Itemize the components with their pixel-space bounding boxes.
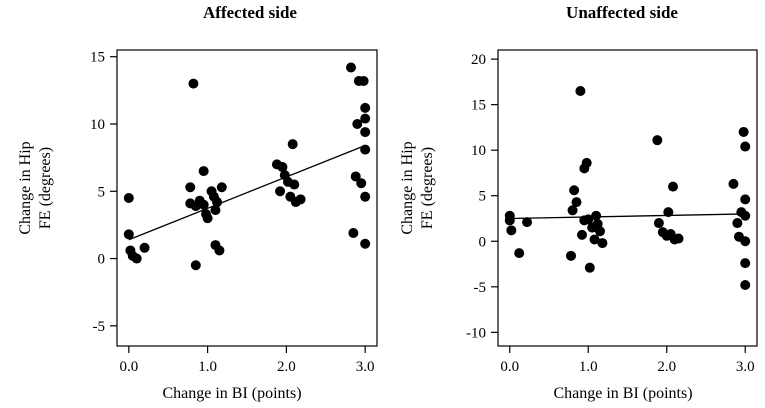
unaffected-data-point [565,250,576,261]
unaffected-plot-frame [497,49,758,347]
unaffected-xlabel: Change in BI (points) [553,385,692,402]
unaffected-data-point [728,178,739,189]
affected-ytick-label: 15 [90,50,105,66]
unaffected-data-point [668,181,679,192]
unaffected-xtick-label: 0.0 [500,359,519,375]
affected-data-point [350,171,361,182]
unaffected-data-point [506,225,517,236]
unaffected-ytick-label: -5 [474,280,487,296]
affected-data-point [360,127,371,138]
affected-xtick-label: 2.0 [277,359,296,375]
affected-xtick-label: 0.0 [119,359,138,375]
affected-ytick-label: 0 [98,252,106,268]
affected-data-point [131,253,142,264]
affected-data-point [198,166,209,177]
unaffected-data-point [740,210,751,221]
affected-data-point [210,205,221,216]
unaffected-side-panel: Unaffected side Change in Hip FE (degree… [399,3,758,402]
unaffected-data-point [732,218,743,229]
affected-data-point [214,245,225,256]
affected-data-point [123,229,134,240]
unaffected-data-point [673,233,684,244]
unaffected-data-point [514,248,525,259]
unaffected-fit-line [509,213,746,220]
affected-data-point [287,139,298,150]
unaffected-data-point [740,279,751,290]
affected-data-point [202,213,213,224]
affected-xtick-label: 1.0 [198,359,217,375]
unaffected-data-point [740,141,751,152]
unaffected-ytick-label: 5 [479,189,487,205]
unaffected-side-title: Unaffected side [566,3,678,22]
unaffected-data-point [522,217,533,228]
affected-data-point [188,78,199,89]
unaffected-ytick-label: -10 [466,325,486,341]
unaffected-ylabel-line1: Change in Hip [399,141,416,234]
unaffected-data-point [738,126,749,137]
affected-data-point [356,178,367,189]
affected-data-point [360,191,371,202]
unaffected-xtick-label: 2.0 [657,359,676,375]
affected-data-point [139,242,150,253]
unaffected-xtick-label: 1.0 [579,359,598,375]
unaffected-data-point [663,207,674,218]
unaffected-data-point [595,226,606,237]
unaffected-data-point [597,238,608,249]
unaffected-data-point [740,236,751,247]
affected-xtick-label: 3.0 [356,359,375,375]
affected-ylabel-line2: FE (degrees) [37,147,54,229]
unaffected-data-point [571,197,582,208]
affected-data-point [348,227,359,238]
unaffected-data-point [653,218,664,229]
unaffected-data-point [583,214,594,225]
unaffected-data-point [569,185,580,196]
affected-xlabel: Change in BI (points) [162,385,301,402]
unaffected-data-point [589,234,600,245]
affected-side-panel: Affected side Change in Hip FE (degrees)… [17,3,378,402]
unaffected-data-point [576,229,587,240]
affected-data-point [295,194,306,205]
unaffected-ytick-label: 15 [471,98,486,114]
affected-data-point [360,113,371,124]
affected-data-point [352,119,363,129]
affected-data-point [360,144,371,155]
unaffected-data-point [581,157,592,168]
affected-data-point [289,179,300,190]
affected-ylabel-line1: Change in Hip [17,141,34,234]
affected-ytick-label: 5 [98,184,106,200]
unaffected-data-point [740,194,751,205]
affected-data-point [358,75,369,86]
unaffected-ylabel-line2: FE (degrees) [419,147,436,229]
unaffected-data-point [567,205,578,216]
affected-ytick-label: -5 [93,319,106,335]
affected-data-point [212,197,223,208]
unaffected-data-point [504,215,515,226]
unaffected-data-point [591,210,602,221]
unaffected-data-point [652,135,663,146]
affected-data-point [198,199,209,210]
unaffected-ytick-label: 10 [471,143,486,159]
affected-side-title: Affected side [203,3,297,22]
affected-plot-frame [116,49,378,347]
unaffected-xtick-label: 3.0 [736,359,755,375]
unaffected-data-point [584,262,595,273]
affected-data-point [123,193,134,203]
affected-data-point [346,62,356,73]
affected-data-point [360,238,371,249]
unaffected-ytick-label: 20 [471,52,486,68]
unaffected-ytick-label: 0 [479,234,487,250]
affected-data-point [360,102,371,113]
unaffected-data-point [740,258,751,269]
affected-data-point [190,260,201,271]
affected-data-point [185,182,196,193]
unaffected-data-point [575,85,586,96]
affected-ytick-label: 10 [90,117,105,133]
affected-data-point [277,162,288,173]
affected-data-point [216,182,227,193]
affected-fit-line [128,144,366,241]
affected-data-point [275,186,286,197]
